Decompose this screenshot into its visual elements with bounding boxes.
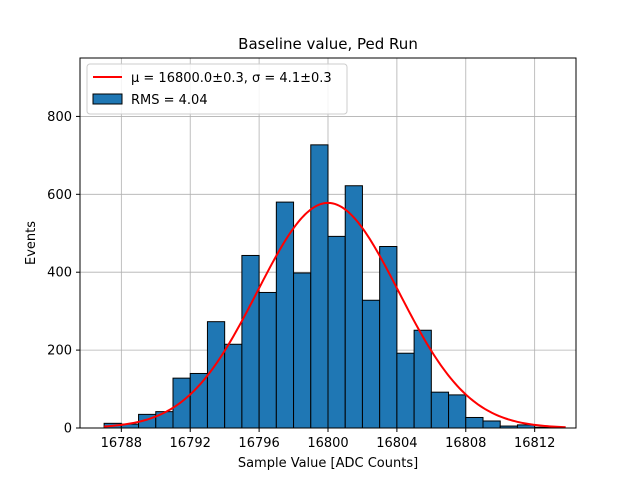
histogram-bar [258, 291, 277, 429]
y-axis-ticks: 0 200 400 600 800 [47, 110, 80, 437]
histogram-bar [430, 391, 450, 429]
gaussian-fit-curve [104, 201, 566, 429]
histogram-bar [206, 321, 226, 429]
y-tick-label: 800 [47, 110, 72, 125]
y-tick-label: 400 [47, 266, 72, 281]
histogram-bar [293, 272, 312, 429]
histogram-bar [448, 394, 467, 429]
histogram-bar [327, 235, 346, 429]
histogram-bar [396, 352, 415, 429]
x-tick-label: 16788 [101, 436, 142, 451]
y-axis-title: Events [24, 221, 39, 265]
x-axis-title: Sample Value [ADC Counts] [238, 456, 418, 471]
legend: μ = 16800.0±0.3, σ = 4.1±0.3 RMS = 4.04 [86, 63, 348, 115]
histogram-bar [275, 201, 295, 429]
x-tick-label: 16800 [307, 436, 348, 451]
x-tick-label: 16804 [376, 436, 417, 451]
legend-box [86, 63, 348, 115]
legend-fit-label: μ = 16800.0±0.3, σ = 4.1±0.3 [131, 71, 332, 86]
x-axis-ticks: 16788 16792 16796 16800 16804 16808 16812 [101, 428, 555, 451]
y-tick-label: 0 [64, 422, 72, 437]
histogram-bar [361, 299, 381, 429]
histogram-bar [310, 144, 329, 429]
histogram-bar [189, 372, 208, 429]
histogram-bar [224, 343, 243, 429]
x-tick-label: 16808 [445, 436, 486, 451]
y-tick-label: 600 [47, 188, 72, 203]
chart-title: Baseline value, Ped Run [238, 35, 418, 53]
histogram-bar [172, 377, 191, 429]
x-tick-label: 16796 [238, 436, 279, 451]
x-tick-label: 16812 [514, 436, 555, 451]
histogram-bar [482, 420, 501, 429]
histogram-bar [344, 185, 363, 429]
histogram-bars [103, 144, 553, 429]
legend-hist-swatch [92, 93, 123, 105]
x-tick-label: 16792 [170, 436, 211, 451]
y-tick-label: 200 [47, 344, 72, 359]
histogram-bar [155, 411, 174, 429]
histogram-bar [465, 416, 484, 429]
legend-hist-label: RMS = 4.04 [131, 93, 208, 108]
histogram-bar [241, 254, 260, 429]
